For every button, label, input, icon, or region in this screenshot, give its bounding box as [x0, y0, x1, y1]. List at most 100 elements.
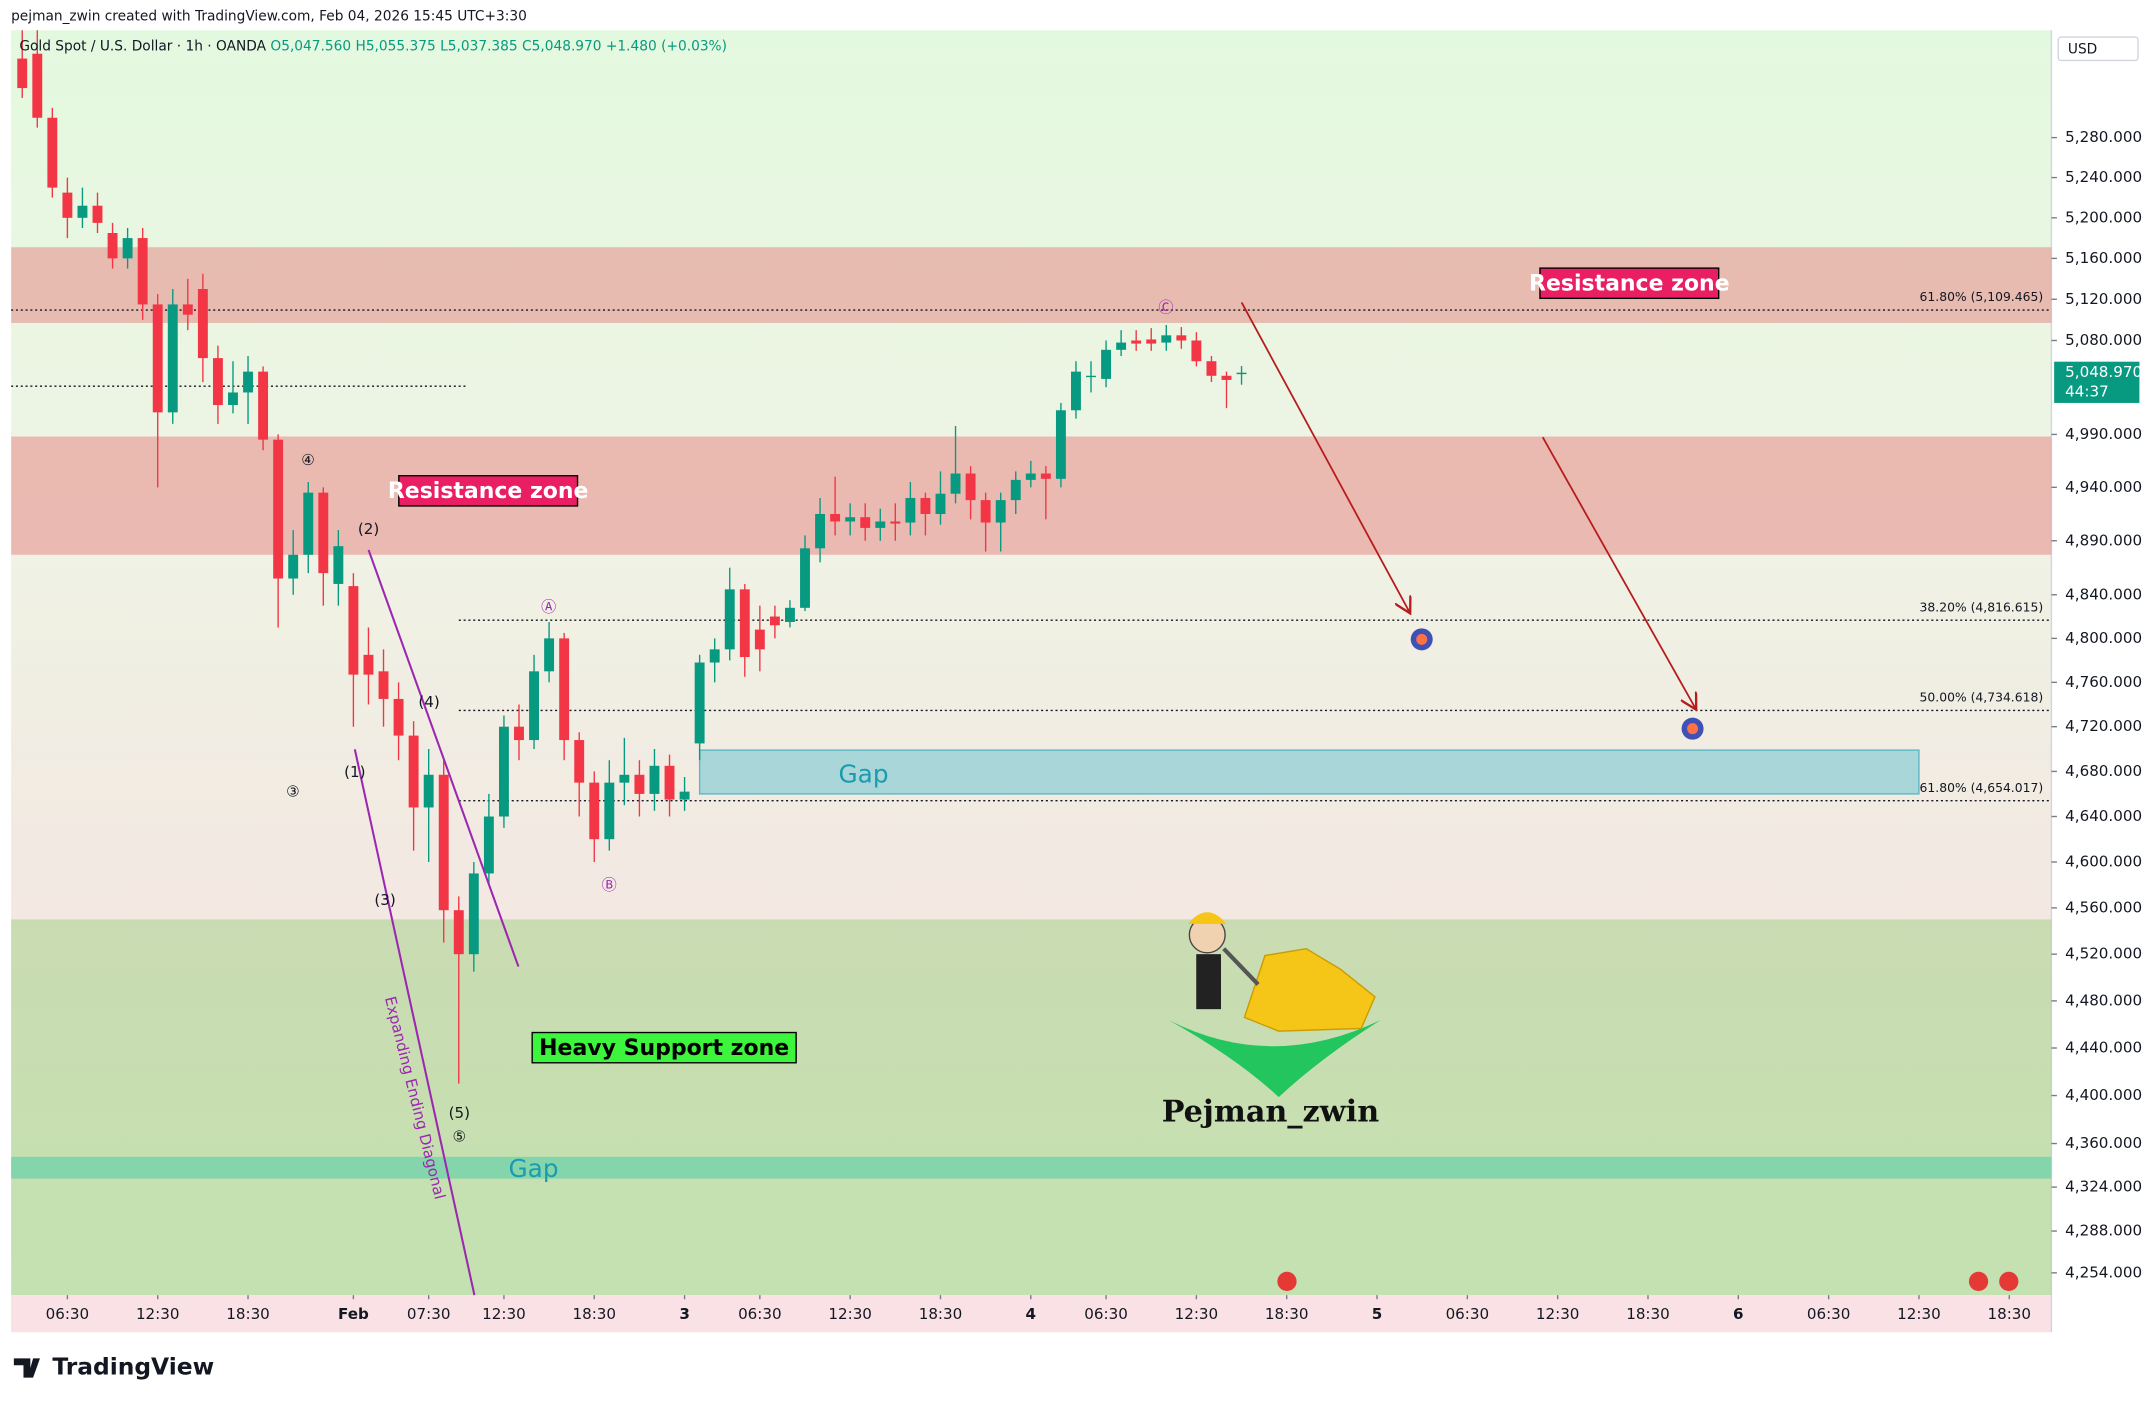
candle-body [860, 517, 871, 528]
candle-body [212, 358, 223, 406]
candle-body [845, 517, 856, 522]
candle-body [920, 497, 931, 514]
x-tick-label: 12:30 [1175, 1305, 1219, 1323]
candle-body [1206, 361, 1217, 376]
diagonal-line [367, 549, 520, 967]
zone-label: Gap [839, 759, 889, 788]
wave-label: Ⓐ [541, 598, 556, 616]
candle-body [1221, 375, 1232, 380]
y-tick-label: 4,890.000 [2065, 531, 2142, 549]
wave-label: (5) [449, 1104, 470, 1122]
y-tick-label: 4,600.000 [2065, 852, 2142, 870]
y-tick-label: 4,560.000 [2065, 898, 2142, 916]
legend-value: C5,048.970 [522, 39, 602, 55]
candle-body [453, 910, 464, 955]
zone-label: Resistance zone [1529, 272, 1730, 297]
zone [11, 1156, 2052, 1179]
zone-label: Resistance zone [388, 479, 589, 504]
candle-body [498, 726, 509, 817]
y-tick-label: 4,480.000 [2065, 991, 2142, 1009]
target-icon [1681, 717, 1704, 740]
y-tick-label: 4,360.000 [2065, 1134, 2142, 1152]
candle-body [107, 233, 118, 259]
x-tick-label: 5 [1372, 1305, 1383, 1323]
logo-art [1168, 912, 1381, 1098]
candle-body [1010, 479, 1021, 501]
candle-body [935, 493, 946, 514]
candle-body [483, 816, 494, 874]
candle-body [1161, 335, 1172, 343]
symbol-legend: Gold Spot / U.S. Dollar · 1h · OANDA O5,… [19, 39, 727, 55]
candle-body [1101, 349, 1112, 379]
candle-body [785, 607, 795, 622]
candle-body [905, 497, 916, 523]
candle-body [1055, 410, 1066, 479]
candle-body [649, 765, 660, 794]
candle-body [137, 238, 148, 305]
x-tick-label: 18:30 [572, 1305, 616, 1323]
wave-label: ⑤ [453, 1128, 467, 1146]
candle-body [273, 439, 284, 579]
x-tick-label: 06:30 [1084, 1305, 1128, 1323]
candle-body [228, 392, 238, 406]
legend-value: (+0.03%) [661, 39, 727, 55]
candle-body [182, 304, 193, 315]
y-tick-label: 4,720.000 [2065, 717, 2142, 735]
currency[interactable]: USD [2068, 41, 2097, 57]
candles [17, 30, 1247, 1084]
event-icon [1277, 1271, 1297, 1292]
candle-body [47, 117, 58, 188]
last-price-label: 5,048.970 [2065, 363, 2142, 381]
x-tick-label: 12:30 [828, 1305, 872, 1323]
wave-label: (2) [358, 520, 379, 538]
candle-body [965, 473, 976, 501]
currency-box[interactable] [2057, 36, 2139, 62]
y-tick-label: 4,254.000 [2065, 1263, 2142, 1281]
zone-label: Gap [509, 1154, 559, 1183]
fib-label: 38.20% (4,816.615) [1920, 600, 2044, 614]
y-tick-label: 4,840.000 [2065, 585, 2142, 603]
x-tick-label: 4 [1026, 1305, 1037, 1323]
legend-value: O5,047.560 [270, 39, 351, 55]
levels [11, 309, 2052, 802]
zone [11, 436, 2052, 555]
candle-body [529, 671, 539, 741]
y-tick-label: 5,200.000 [2065, 208, 2142, 226]
x-tick-label: 18:30 [1626, 1305, 1670, 1323]
wave-label: ③ [286, 782, 300, 800]
candle-body [694, 662, 705, 744]
x-tick-label: 3 [679, 1305, 690, 1323]
zone [11, 247, 2052, 323]
credit: pejman_zwin created with TradingView.com… [11, 8, 527, 24]
x-tick-label: 12:30 [482, 1305, 526, 1323]
y-tick-label: 5,160.000 [2065, 249, 2142, 267]
candle-body [77, 205, 88, 218]
y-tick-label: 4,990.000 [2065, 425, 2142, 443]
zone-label-box [398, 475, 579, 507]
candle-body [363, 654, 374, 675]
x-tick-label: 06:30 [46, 1305, 90, 1323]
zone-label-box [531, 1031, 797, 1064]
legend-value: L5,037.385 [440, 39, 518, 55]
wave-label: (3) [374, 891, 395, 909]
wave-label: (1) [344, 763, 365, 781]
x-tick-label: 12:30 [136, 1305, 180, 1323]
candle-body [288, 554, 299, 579]
x-tick-label: 12:30 [1897, 1305, 1941, 1323]
y-tick-label: 4,400.000 [2065, 1086, 2142, 1104]
y-tick-label: 4,440.000 [2065, 1039, 2142, 1057]
candle-body [1131, 340, 1142, 344]
candle-body [679, 791, 690, 800]
x-tick-label: 6 [1733, 1305, 1744, 1323]
wave-label: ④ [301, 451, 315, 469]
candle-body [1191, 340, 1202, 362]
candle-body [1086, 375, 1096, 378]
candle-body [875, 521, 886, 528]
x-tick-label: 18:30 [226, 1305, 270, 1323]
y-tick-label: 4,800.000 [2065, 629, 2142, 647]
candle-body [167, 304, 178, 413]
candle-body [980, 500, 991, 523]
y-tick-label: 5,080.000 [2065, 331, 2142, 349]
event-icon [1999, 1271, 2019, 1292]
